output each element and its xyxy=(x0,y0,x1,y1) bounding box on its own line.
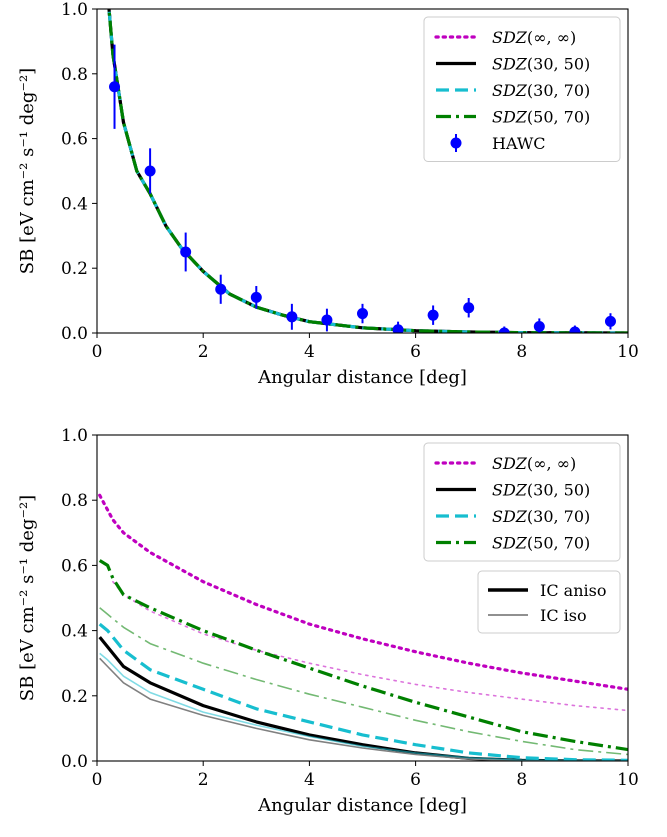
legend2-label: IC iso xyxy=(540,606,587,625)
x-tick-label: 4 xyxy=(304,342,315,362)
y-tick-label: 0.8 xyxy=(61,491,88,511)
legend-label: SDZ(30, 70) xyxy=(492,81,590,100)
legend-label: HAWC xyxy=(492,134,546,153)
x-tick-label: 8 xyxy=(516,342,527,362)
plot-area xyxy=(107,9,628,333)
data-point xyxy=(357,308,368,320)
legend-label: SDZ(∞, ∞) xyxy=(492,454,576,473)
legend-label: SDZ(50, 70) xyxy=(492,108,590,127)
y-axis-label: SB [eV cm⁻² s⁻¹ deg⁻²] xyxy=(17,68,38,274)
y-tick-label: 1.0 xyxy=(61,426,88,446)
y-tick-label: 0.0 xyxy=(61,752,88,772)
y-tick-label: 0.6 xyxy=(61,556,88,576)
y-tick-label: 0.6 xyxy=(61,130,88,150)
axes-frame xyxy=(96,8,629,334)
series-line-4 xyxy=(107,9,628,333)
legend-label: SDZ(50, 70) xyxy=(492,534,590,553)
series-line-3 xyxy=(107,9,628,333)
y-tick-label: 0.2 xyxy=(61,687,88,707)
data-point xyxy=(392,324,404,333)
data-point xyxy=(180,246,192,258)
series-line-3 xyxy=(98,636,628,761)
data-point xyxy=(109,81,121,93)
legend-label: SDZ(∞, ∞) xyxy=(492,28,576,47)
data-point xyxy=(427,309,439,321)
y-tick-label: 0.0 xyxy=(61,324,88,344)
legend-box xyxy=(423,442,621,562)
y-tick-label: 0.4 xyxy=(61,194,88,214)
axes-frame xyxy=(96,434,629,762)
data-point xyxy=(569,326,581,333)
legend2-label: IC aniso xyxy=(540,581,606,600)
x-tick-label: 4 xyxy=(304,770,315,790)
data-point xyxy=(463,302,475,314)
legend-box xyxy=(423,16,621,162)
data-point xyxy=(250,291,262,303)
y-tick-label: 1.0 xyxy=(61,0,88,20)
bottom-panel: 0 2 4 6 8 10 0.0 0.2 0.4 0.6 0.8 1.0 Angular distanc… xyxy=(17,426,639,816)
series-line-1 xyxy=(98,493,628,691)
series-line-2 xyxy=(112,580,628,712)
top-panel: 0 2 4 6 8 10 0.0 0.2 0.4 0.6 0.8 1.0 Angular distanc… xyxy=(17,0,639,388)
data-point xyxy=(533,321,545,333)
x-tick-label: 10 xyxy=(617,342,639,362)
data-point xyxy=(286,311,298,323)
data-point xyxy=(215,283,227,295)
data-point xyxy=(144,165,156,177)
series-line-5 xyxy=(98,622,628,761)
data-point xyxy=(498,327,510,333)
x-axis-label: Angular distance [deg] xyxy=(257,795,467,816)
x-axis-label: Angular distance [deg] xyxy=(257,367,467,388)
legend-label: SDZ(30, 50) xyxy=(492,55,590,74)
x-tick-label: 10 xyxy=(617,770,639,790)
plot-area xyxy=(98,493,628,761)
legend-marker xyxy=(450,137,462,149)
data-point xyxy=(604,315,616,327)
x-tick-label: 8 xyxy=(516,770,527,790)
x-tick-label: 2 xyxy=(198,770,209,790)
x-tick-label: 0 xyxy=(92,342,103,362)
y-axis-label: SB [eV cm⁻² s⁻¹ deg⁻²] xyxy=(17,495,38,701)
series-line-8 xyxy=(99,607,628,756)
x-tick-label: 6 xyxy=(410,342,421,362)
legend2-box xyxy=(477,570,621,634)
x-tick-label: 2 xyxy=(198,342,209,362)
legend-label: SDZ(30, 70) xyxy=(492,507,590,526)
y-tick-label: 0.4 xyxy=(61,622,88,642)
series-line-6 xyxy=(99,652,628,761)
legend-label: SDZ(30, 50) xyxy=(492,481,590,500)
y-tick-label: 0.8 xyxy=(61,65,88,85)
y-tick-label: 0.2 xyxy=(61,259,88,279)
series-line-7 xyxy=(98,559,628,752)
x-tick-label: 6 xyxy=(410,770,421,790)
x-tick-label: 0 xyxy=(92,770,103,790)
data-point xyxy=(321,314,333,326)
